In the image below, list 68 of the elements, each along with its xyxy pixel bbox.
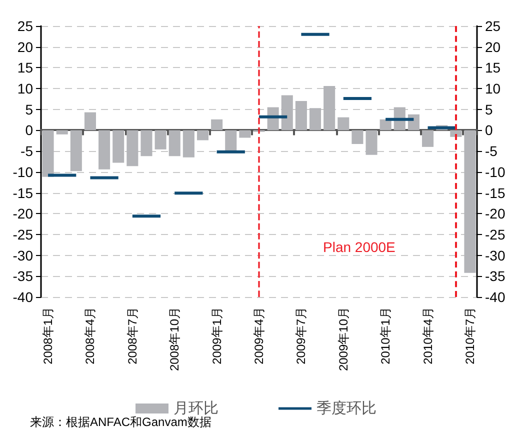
x-tick-label: 2009年7月 (294, 307, 308, 364)
x-tick-label: 2008年7月 (125, 307, 140, 364)
y2-tick-label: 10 (485, 80, 501, 97)
y2-tick-label: -25 (485, 226, 506, 242)
bar (450, 130, 462, 137)
bar (112, 130, 124, 163)
y-tick-label: 0 (25, 122, 34, 138)
bar (422, 130, 434, 147)
bar (140, 130, 152, 156)
y2-tick-label: 0 (485, 122, 493, 138)
y-tick-label: 20 (17, 38, 34, 55)
bar (211, 119, 223, 130)
legend-label: 月环比 (174, 400, 218, 417)
y-tick-label: 5 (25, 101, 34, 118)
bar (295, 101, 307, 130)
x-tick-label: 2010年7月 (462, 307, 477, 364)
y2-tick-label: -5 (485, 143, 498, 160)
y-tick-label: 15 (17, 60, 34, 76)
y2-tick-label: 5 (485, 101, 493, 118)
y-tick-label: -25 (12, 226, 34, 242)
legend-label: 季度环比 (316, 400, 376, 417)
bar (126, 130, 138, 166)
x-tick-label: 2010年4月 (420, 307, 435, 364)
bar (239, 130, 251, 138)
y2-tick-label: 20 (485, 38, 501, 55)
bar (225, 130, 237, 152)
y-tick-label: -20 (12, 206, 34, 222)
x-tick-label: 2008年10月 (168, 307, 182, 372)
bar (154, 130, 166, 150)
bar (70, 130, 82, 172)
y2-tick-label: -10 (485, 164, 506, 180)
y2-tick-label: 15 (485, 60, 501, 76)
bar (338, 117, 350, 130)
y-tick-label: -10 (12, 164, 34, 180)
y2-tick-label: -30 (485, 247, 506, 264)
y-tick-label: -5 (20, 143, 34, 160)
bar (98, 130, 110, 170)
y-tick-label: 10 (17, 80, 34, 97)
x-tick-label: 2009年1月 (210, 307, 224, 364)
bar (84, 112, 96, 130)
bar (464, 130, 476, 273)
bar (196, 130, 209, 140)
x-tick-label: 2010年1月 (378, 307, 393, 364)
bar (182, 130, 194, 158)
bar (168, 130, 180, 156)
bar (309, 108, 322, 130)
x-tick-label: 2008年4月 (83, 307, 98, 364)
y-tick-label: -15 (12, 184, 34, 201)
y2-tick-label: -15 (485, 184, 506, 201)
bar (324, 86, 336, 130)
y2-tick-label: -40 (485, 289, 506, 305)
annotation: Plan 2000E (323, 239, 396, 255)
y-tick-label: -30 (12, 247, 34, 264)
bar (42, 130, 54, 177)
y2-tick-label: -35 (485, 268, 506, 284)
x-tick-label: 2009年10月 (336, 307, 350, 372)
bar (281, 95, 293, 130)
y-tick-label: -35 (12, 268, 34, 284)
y-tick-label: 25 (17, 18, 34, 34)
y2-tick-label: 25 (485, 18, 501, 34)
source-note: 来源：根据ANFAC和Ganvam数据 (30, 415, 212, 429)
y-tick-label: -40 (12, 289, 34, 305)
x-tick-label: 2009年4月 (252, 307, 266, 364)
x-tick-label: 2008年1月 (41, 307, 56, 364)
y2-tick-label: -20 (485, 206, 506, 222)
bar (56, 130, 68, 134)
bar (352, 130, 364, 144)
bar (366, 130, 378, 155)
